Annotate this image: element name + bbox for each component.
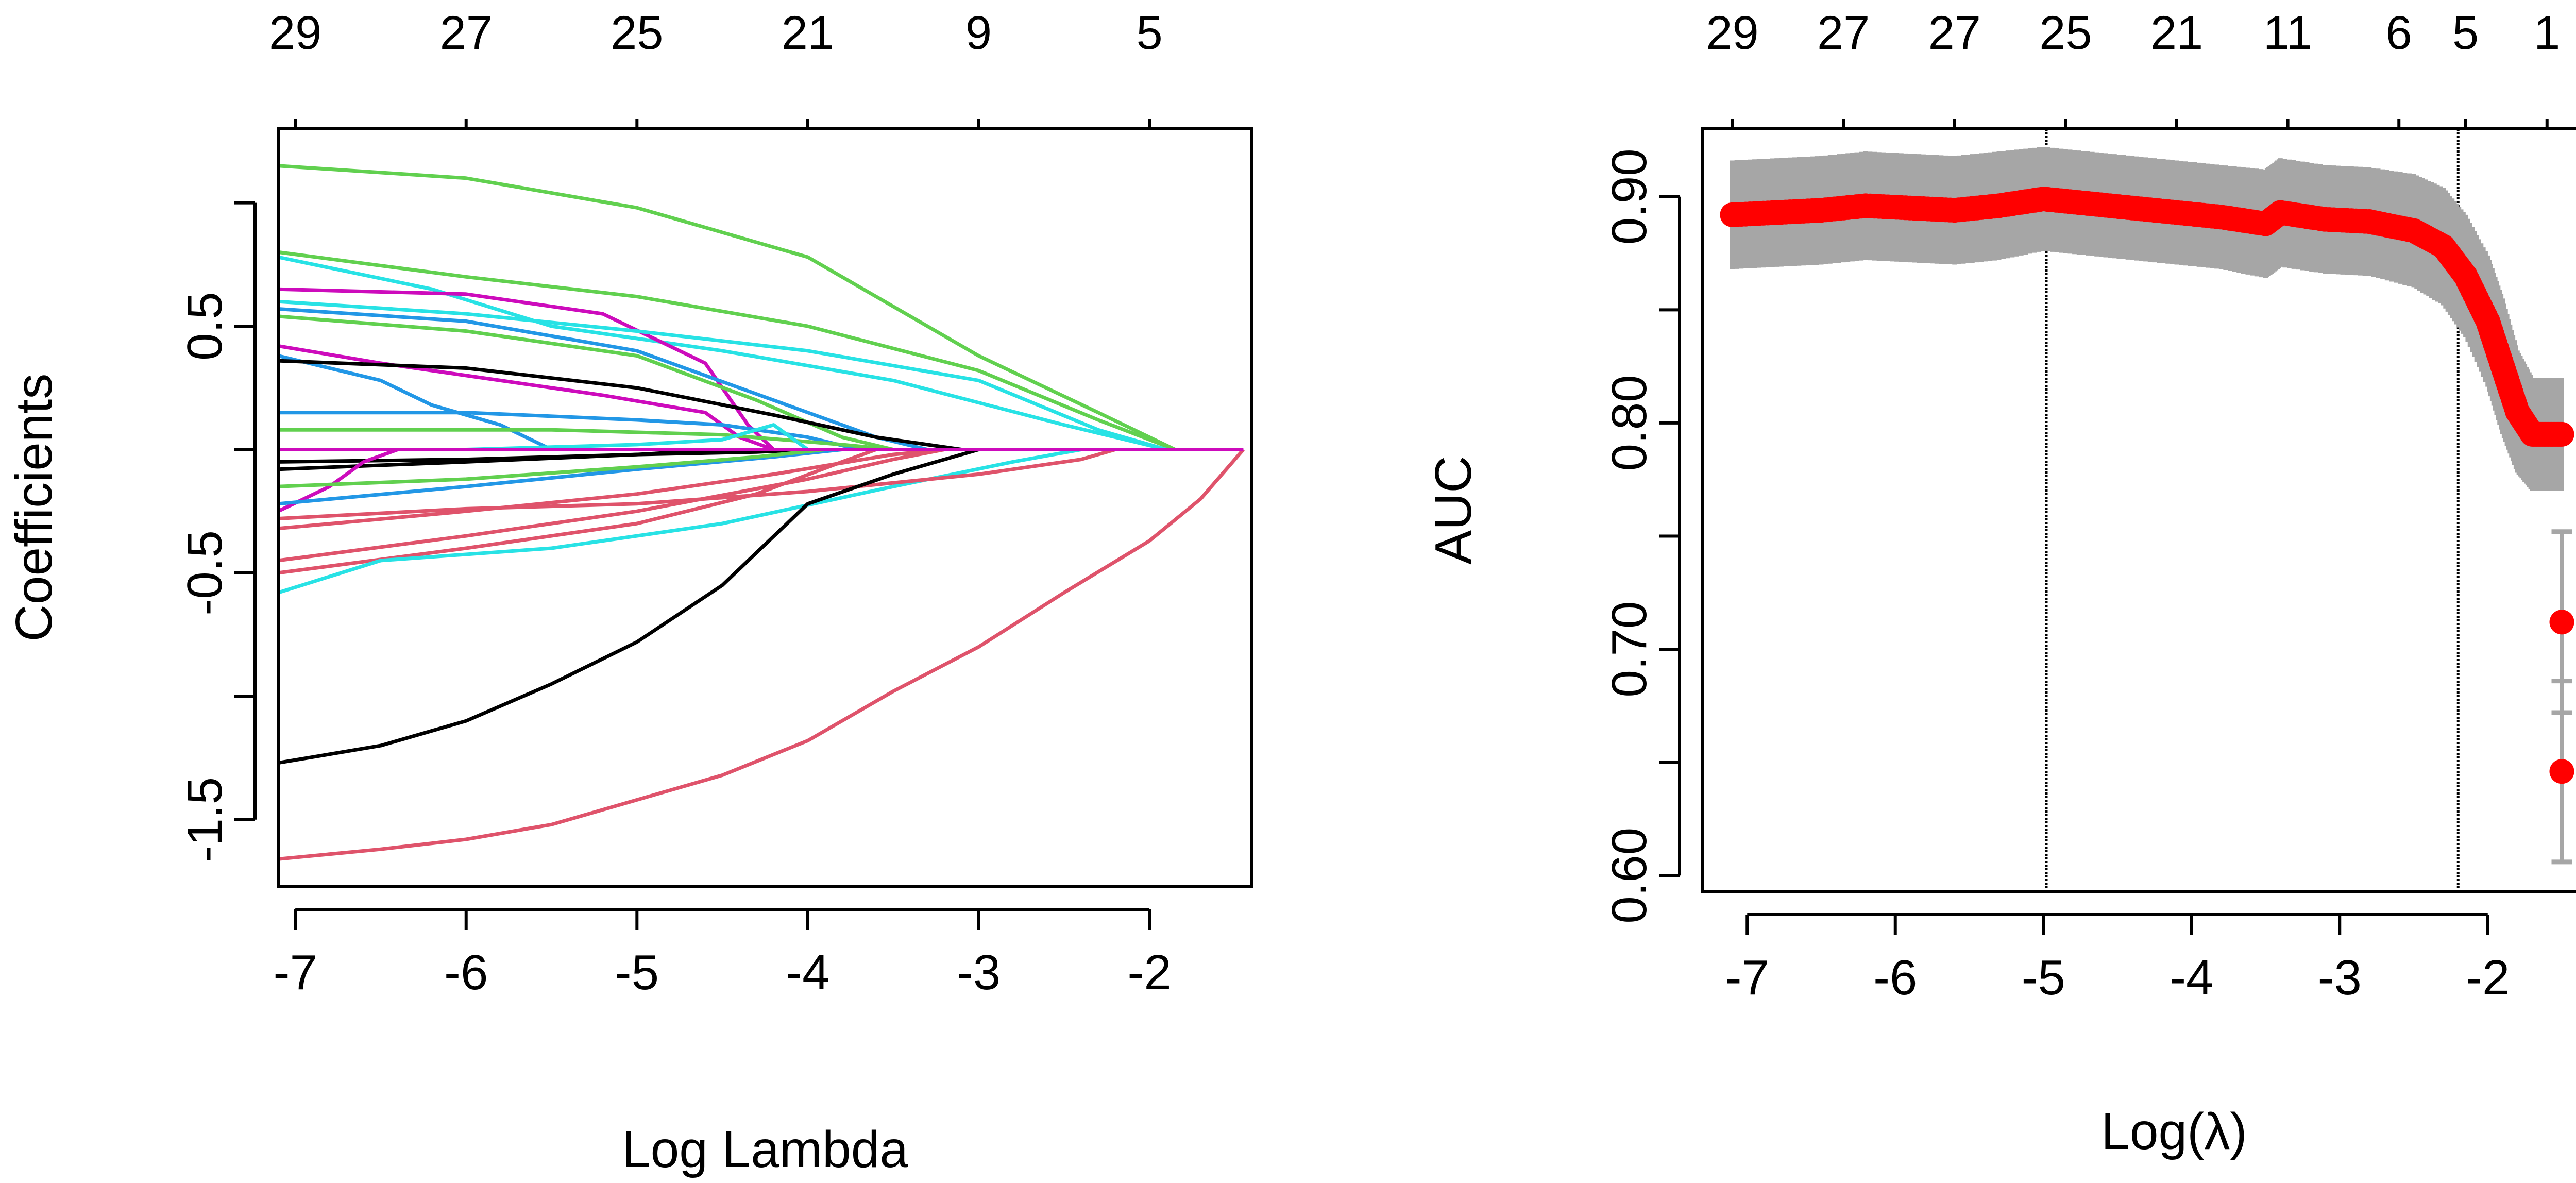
left-top-tick-label: 25 [611,7,663,59]
right-top-tick-label: 29 [1706,7,1758,59]
left-y-axis-title: Coefficients [5,374,63,642]
right-y-tick-label: 0.80 [1602,375,1657,471]
coefficient-path-line-19 [278,448,945,531]
auc-point [2549,610,2574,635]
right-y-axis-title: AUC [1425,455,1482,564]
left-top-axis: 29 27 25 21 9 5 [269,7,1163,130]
right-y-tick-label: 0.70 [1602,601,1657,698]
right-top-tick-label: 21 [2150,7,2203,59]
right-y-axis: 0.60 0.70 0.80 0.90 [1602,148,1681,924]
coefficient-path-line-22 [277,448,1082,595]
left-top-tick-label: 21 [782,7,834,59]
right-x-tick-label: -3 [2318,950,2362,1005]
left-x-tick-label: -2 [1127,945,1171,1000]
left-x-tick-label: -5 [615,945,659,1000]
coefficient-path-line-1 [278,164,1176,451]
coefficient-path-line-23 [278,448,1116,520]
right-x-tick-label: -2 [2466,950,2510,1005]
right-top-tick-label: 1 [2534,7,2560,59]
coefficient-path-line-3 [278,255,1167,451]
right-x-axis-title: Log(λ) [2101,1103,2247,1160]
right-top-axis: 29 27 27 25 21 11 6 5 1 [1706,7,2560,130]
right-auc-cv-panel: -7 -6 -5 -4 -3 -2 0.60 0.70 0.80 0.90 29 27 27 25 21… [1425,7,2576,1160]
right-top-tick-label: 27 [1928,7,1981,59]
left-x-axis: -7 -6 -5 -4 -3 -2 [273,908,1172,1000]
left-top-tick-label: 29 [269,7,321,59]
coefficient-path-line-9 [278,354,553,451]
left-x-tick-label: -4 [786,945,829,1000]
left-y-tick-label: -1.5 [177,777,232,862]
left-y-axis: -1.5 -0.5 0.5 [177,201,257,862]
left-y-tick-label: -0.5 [177,530,232,615]
right-x-axis: -7 -6 -5 -4 -3 -2 [1725,913,2510,1005]
coefficient-path-line-11 [278,411,860,451]
right-y-tick-label: 0.90 [1602,148,1657,245]
left-y-tick-label: 0.5 [177,292,232,360]
right-x-tick-label: -6 [1873,950,1917,1005]
auc-point [2549,421,2574,447]
coefficient-path-line-25 [278,448,1245,861]
left-coefficient-path-panel: -7 -6 -5 -4 -3 -2 -1.5 -0.5 0.5 29 27 25 21 9 5 Log … [5,7,1253,1178]
right-x-tick-label: -5 [2022,950,2065,1005]
coefficient-path-line-5 [278,299,1167,451]
coefficient-path-line-20 [278,448,945,563]
coefficient-path-line-16 [277,448,399,513]
right-y-tick-label: 0.60 [1602,827,1657,924]
coefficient-path-line-17 [278,448,842,506]
left-top-tick-label: 27 [440,7,493,59]
coefficient-path-line-2 [278,250,1176,451]
coefficient-path-line-12 [278,428,894,451]
left-x-tick-label: -3 [957,945,1001,1000]
right-x-tick-label: -4 [2170,950,2213,1005]
left-top-tick-label: 5 [1136,7,1162,59]
coefficient-path-line-21 [278,448,877,575]
right-x-tick-label: -7 [1725,950,1769,1005]
right-top-tick-label: 5 [2452,7,2479,59]
right-top-tick-label: 11 [2263,7,2313,59]
left-top-tick-label: 9 [965,7,992,59]
coefficient-path-line-7 [278,314,894,451]
coefficient-path-line-24 [278,448,979,765]
left-coefficient-lines [277,164,1245,861]
left-x-tick-label: -6 [444,945,488,1000]
coefficient-path-line-10 [278,359,962,451]
left-x-tick-label: -7 [273,945,317,1000]
right-auc-points [1720,187,2574,784]
right-top-tick-label: 25 [2039,7,2092,59]
auc-point [2549,759,2574,784]
coefficient-path-line-18 [278,448,825,488]
left-x-axis-title: Log Lambda [622,1121,908,1178]
left-plot-box [277,127,1253,888]
right-top-tick-label: 6 [2386,7,2412,59]
right-top-tick-label: 27 [1817,7,1870,59]
